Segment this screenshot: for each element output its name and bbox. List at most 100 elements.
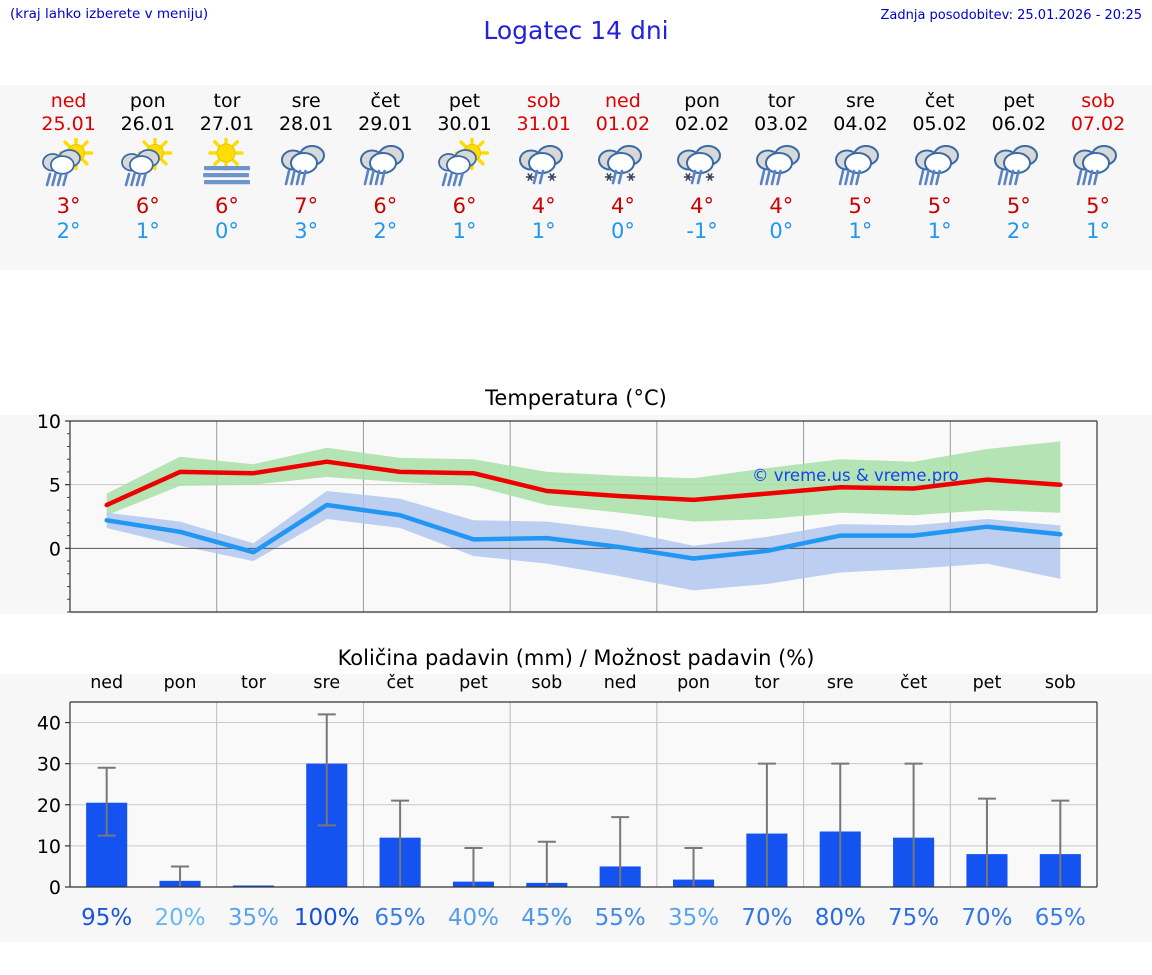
weather-icon-wrapper [671,138,733,193]
temp-max-line [104,459,1063,508]
weather-icon-wrapper [275,138,337,193]
day-min-temp: 0° [769,219,794,243]
precip-y-tick-label: 40 [37,713,61,735]
day-name: čet [370,90,401,112]
day-max-temp: 6° [135,194,160,218]
precip-day-label: ned [90,673,123,693]
sun-cloud-rain-icon [437,138,489,187]
precipitation-chart-svg: ned pon tor sre čet pet sob ned pon tor sre čet pet s… [37,673,1098,931]
day-column[interactable]: ned 25.01 3° 2° [29,85,108,270]
menu-hint-text: (kraj lahko izberete v meniju) [10,6,209,22]
sun-cloud-rain-icon [120,138,172,187]
cloud-sleet-icon [677,145,722,185]
day-column[interactable]: pon 26.01 6° 1° [108,85,187,270]
temperature-chart-title: Temperatura (°C) [485,386,667,410]
day-date: 01.02 [595,113,651,135]
day-date: 25.01 [41,113,96,135]
day-column[interactable]: sob 31.01 4° 1° [504,85,583,270]
day-column[interactable]: tor 27.01 6° 0° [187,85,266,270]
precipitation-chart-section: Količina padavin (mm) / Možnost padavin … [0,642,1152,975]
day-column[interactable]: pet 06.02 5° 2° [979,85,1058,270]
day-name: sre [845,90,875,112]
precip-probability-label: 95% [81,905,132,931]
day-date: 31.01 [516,113,571,135]
watermark-text: © vreme.us & vreme.pro [752,466,959,485]
weather-icon-wrapper [38,138,100,193]
precip-probability-label: 65% [1035,905,1086,931]
weather-icon-wrapper [909,138,971,193]
day-date: 03.02 [754,113,809,135]
weather-icon-wrapper [117,138,179,193]
day-column[interactable]: čet 05.02 5° 1° [900,85,979,270]
day-name: tor [213,90,241,112]
precip-day-label: tor [755,673,781,693]
weather-icon-wrapper [592,138,654,193]
day-min-temp: 2° [1006,219,1031,243]
precip-day-label: sre [827,673,854,693]
precip-probability-label: 20% [154,905,205,931]
weather-icon-wrapper [750,138,812,193]
weather-icon-wrapper [196,138,258,193]
temperature-chart-svg: 0 5 10 [37,411,1098,613]
weather-icon-wrapper [1067,138,1129,193]
weather-icon-wrapper [988,138,1050,193]
day-name: tor [767,90,795,112]
day-column[interactable]: čet 29.01 6° 2° [346,85,425,270]
day-min-temp: 1° [135,219,160,243]
precip-probability-label: 100% [294,905,360,931]
cloud-rain-icon [993,145,1038,186]
day-column[interactable]: sre 28.01 7° 3° [267,85,346,270]
precip-probability-label: 55% [595,905,646,931]
day-column[interactable]: tor 03.02 4° 0° [742,85,821,270]
day-min-temp: 2° [56,219,81,243]
precip-probability-label: 40% [448,905,499,931]
day-min-temp: 3° [294,219,319,243]
day-column[interactable]: ned 01.02 4° 0° [583,85,662,270]
precip-day-label: čet [386,673,413,693]
precip-probability-label: 75% [888,905,939,931]
day-max-temp: 3° [56,194,81,218]
day-max-temp: 6° [215,194,239,218]
day-min-temp: 2° [373,219,398,243]
cloud-rain-icon [835,145,880,186]
sun-fog-icon [202,138,250,185]
day-date: 29.01 [358,113,413,135]
day-date: 27.01 [199,113,255,135]
day-max-temp: 7° [294,194,319,218]
day-column[interactable]: sre 04.02 5° 1° [821,85,900,270]
weather-icon-wrapper [829,138,891,193]
page-header: (kraj lahko izberete v meniju) Logatec 1… [0,0,1152,85]
cloud-sleet-icon [597,145,642,185]
precip-probability-label: 35% [668,905,719,931]
precip-day-label: pon [677,673,710,693]
precip-y-tick-label: 20 [37,795,61,817]
temp-y-tick-label: 10 [37,411,61,433]
day-column[interactable]: sob 07.02 5° 1° [1058,85,1137,270]
sun-cloud-rain-icon [41,138,93,187]
precip-day-label: pet [973,673,1002,693]
day-column[interactable]: pet 30.01 6° 1° [425,85,504,270]
temp-min-line [104,502,1063,561]
precip-day-label: ned [604,673,637,693]
day-min-temp: -1° [686,219,718,243]
precip-probability-label: 35% [228,905,279,931]
precip-day-label: pet [459,673,488,693]
day-column[interactable]: pon 02.02 4° -1° [663,85,742,270]
precip-probability-label: 45% [521,905,572,931]
day-name: čet [924,90,955,112]
day-max-temp: 4° [610,194,635,218]
day-date: 28.01 [278,113,334,135]
precip-y-tick-label: 0 [49,877,61,899]
weather-icon-wrapper [513,138,575,193]
precip-probability-label: 70% [961,905,1012,931]
day-name: sre [291,90,321,112]
cloud-rain-icon [360,145,405,186]
precip-bar [232,885,274,887]
temp-y-tick-label: 0 [49,538,61,560]
cloud-rain-icon [914,145,959,186]
precip-day-label: tor [241,673,267,693]
day-name: ned [605,90,641,112]
precip-day-label: pon [164,673,197,693]
day-name: sob [526,90,561,112]
day-min-temp: 1° [531,219,556,243]
